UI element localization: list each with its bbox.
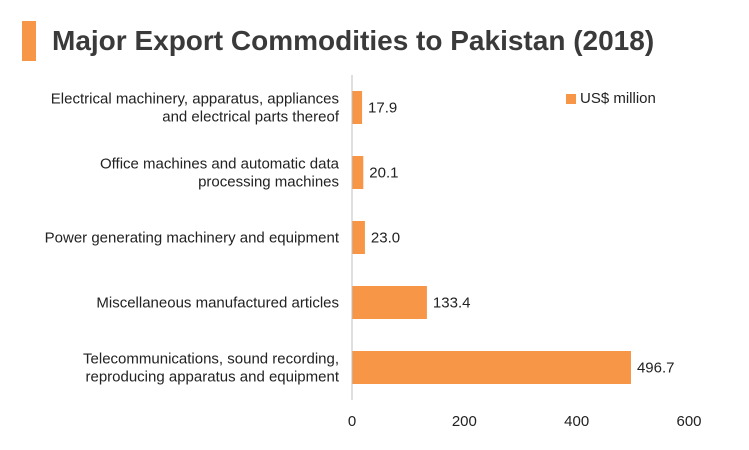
bar-4 bbox=[352, 351, 631, 384]
legend-label: US$ million bbox=[580, 90, 656, 107]
bar-2 bbox=[352, 221, 365, 254]
chart-legend: US$ million bbox=[566, 90, 656, 107]
category-label-4-line-1: reproducing apparatus and equipment bbox=[85, 369, 339, 386]
x-tick-label-2: 400 bbox=[564, 413, 589, 430]
data-label-2: 23.0 bbox=[371, 230, 400, 247]
category-label-1-line-1: processing machines bbox=[198, 174, 339, 191]
chart-title: Major Export Commodities to Pakistan (20… bbox=[52, 25, 655, 56]
category-label-1-line-0: Office machines and automatic data bbox=[100, 156, 340, 173]
bar-3 bbox=[352, 286, 427, 319]
bar-0 bbox=[352, 91, 363, 124]
title-accent-bar bbox=[22, 21, 36, 61]
category-label-4-line-0: Telecommunications, sound recording, bbox=[83, 351, 339, 368]
category-label-0-line-0: Electrical machinery, apparatus, applian… bbox=[51, 91, 339, 108]
data-label-3: 133.4 bbox=[433, 295, 471, 312]
legend-swatch bbox=[566, 93, 576, 104]
category-label-0-line-1: and electrical parts thereof bbox=[162, 109, 340, 126]
data-label-1: 20.1 bbox=[369, 165, 398, 182]
category-label-2-line-0: Power generating machinery and equipment bbox=[45, 230, 340, 247]
x-tick-label-0: 0 bbox=[348, 413, 356, 430]
bar-1 bbox=[352, 156, 364, 189]
x-tick-label-3: 600 bbox=[676, 413, 701, 430]
data-label-0: 17.9 bbox=[368, 100, 397, 117]
x-tick-label-1: 200 bbox=[452, 413, 477, 430]
data-label-4: 496.7 bbox=[637, 360, 675, 377]
category-label-3-line-0: Miscellaneous manufactured articles bbox=[96, 295, 339, 312]
